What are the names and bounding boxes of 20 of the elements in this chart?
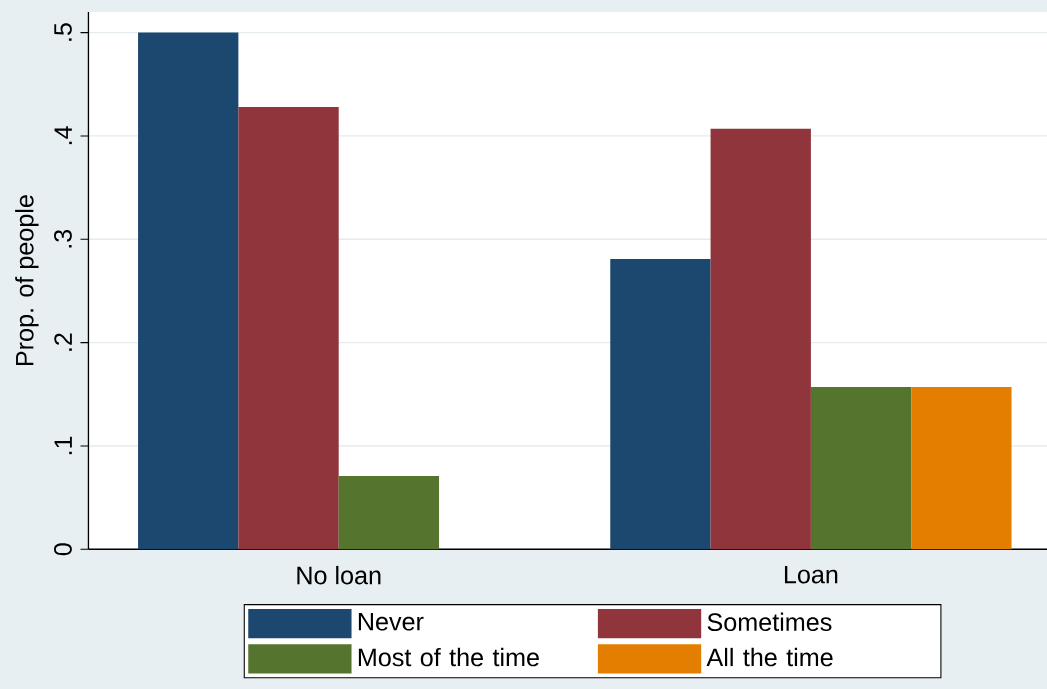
bar xyxy=(911,386,1012,550)
y-tick-label: .2 xyxy=(54,333,72,351)
bar xyxy=(810,386,912,550)
bar xyxy=(710,128,811,550)
x-tick-label: Loan xyxy=(784,565,838,584)
y-tick-label: .4 xyxy=(54,126,72,144)
y-tick-label: .1 xyxy=(54,436,72,454)
bar xyxy=(338,475,440,550)
bar xyxy=(238,106,339,550)
bar xyxy=(138,32,239,550)
legend-label: All the time xyxy=(706,647,833,667)
legend-label: Sometimes xyxy=(707,612,832,631)
legend-label: Never xyxy=(358,612,424,631)
bar xyxy=(610,258,711,550)
y-tick-label: .5 xyxy=(54,22,72,41)
y-tick-label: 0 xyxy=(54,543,72,556)
legend-label: Most of the time xyxy=(358,647,539,667)
y-tick-label: .3 xyxy=(54,229,72,248)
x-tick-label: No loan xyxy=(297,565,381,585)
y-axis-title: Prop. of people xyxy=(15,195,39,365)
